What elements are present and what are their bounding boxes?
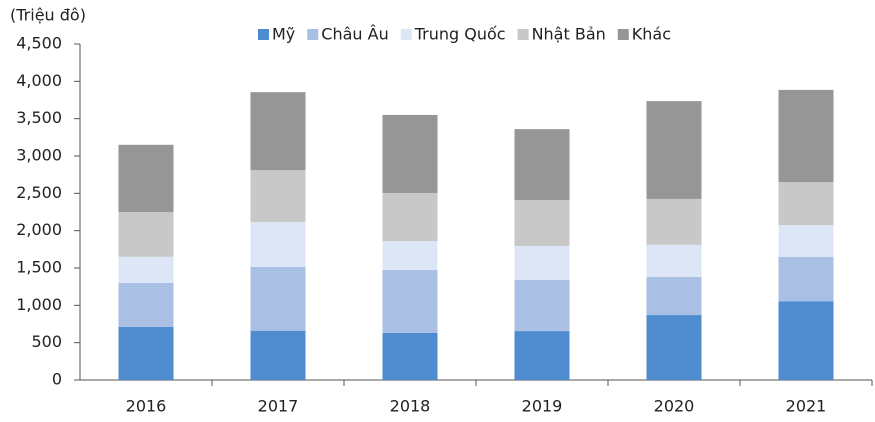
bar-segment: [382, 269, 438, 333]
legend-swatch: [617, 29, 629, 40]
y-tick-label: 3,500: [16, 108, 62, 127]
legend-label: Trung Quốc: [414, 25, 506, 44]
legend-swatch: [307, 29, 319, 40]
legend-label: Nhật Bản: [532, 25, 606, 44]
bar-segment: [778, 89, 834, 183]
bar-segment: [250, 330, 306, 380]
bar-segment: [778, 225, 834, 257]
bar-segment: [646, 276, 702, 316]
y-tick-label: 1,000: [16, 295, 62, 314]
legend-swatch: [400, 29, 412, 40]
bar-segment: [646, 101, 702, 199]
x-tick-label: 2021: [786, 397, 827, 416]
legend-label: Khác: [632, 25, 671, 44]
x-tick-label: 2016: [126, 397, 167, 416]
legend-label: Châu Âu: [321, 25, 388, 44]
bar-segment: [118, 256, 174, 283]
bar-segment: [514, 279, 570, 332]
y-tick-label: 1,500: [16, 258, 62, 277]
bar-segment: [778, 256, 834, 302]
legend-swatch: [258, 29, 269, 40]
bar-segment: [514, 200, 570, 246]
bar-segment: [514, 129, 570, 201]
bar-segment: [646, 244, 702, 277]
bar-segment: [382, 332, 438, 380]
y-tick-label: 3,000: [16, 146, 62, 165]
x-tick-label: 2018: [390, 397, 431, 416]
bar-segment: [778, 182, 834, 226]
bar-segment: [778, 301, 834, 380]
y-tick-label: 4,000: [16, 71, 62, 90]
bar-segment: [382, 241, 438, 270]
bar-segment: [646, 198, 702, 245]
bar-segment: [250, 266, 306, 331]
bar-segment: [118, 212, 174, 257]
x-tick-label: 2017: [258, 397, 299, 416]
x-tick-label: 2020: [654, 397, 695, 416]
y-tick-label: 2,000: [16, 220, 62, 239]
y-tick-label: 2,500: [16, 183, 62, 202]
bar-segment: [382, 192, 438, 242]
y-tick-label: 500: [31, 332, 62, 351]
bar-segment: [118, 144, 174, 212]
legend-swatch: [517, 29, 529, 40]
bar-segment: [250, 92, 306, 171]
bar-segment: [382, 114, 438, 193]
x-tick-label: 2019: [522, 397, 563, 416]
bar-segment: [250, 170, 306, 223]
legend-label: Mỹ: [272, 25, 295, 44]
bar-segment: [118, 326, 174, 380]
y-tick-label: 0: [52, 370, 62, 389]
bar-segment: [514, 331, 570, 380]
bar-segment: [250, 222, 306, 267]
bar-segment: [646, 315, 702, 380]
bar-segment: [118, 282, 174, 327]
bar-segment: [514, 245, 570, 280]
y-tick-label: 4,500: [16, 34, 62, 53]
y-axis-label: (Triệu đô): [10, 6, 86, 25]
